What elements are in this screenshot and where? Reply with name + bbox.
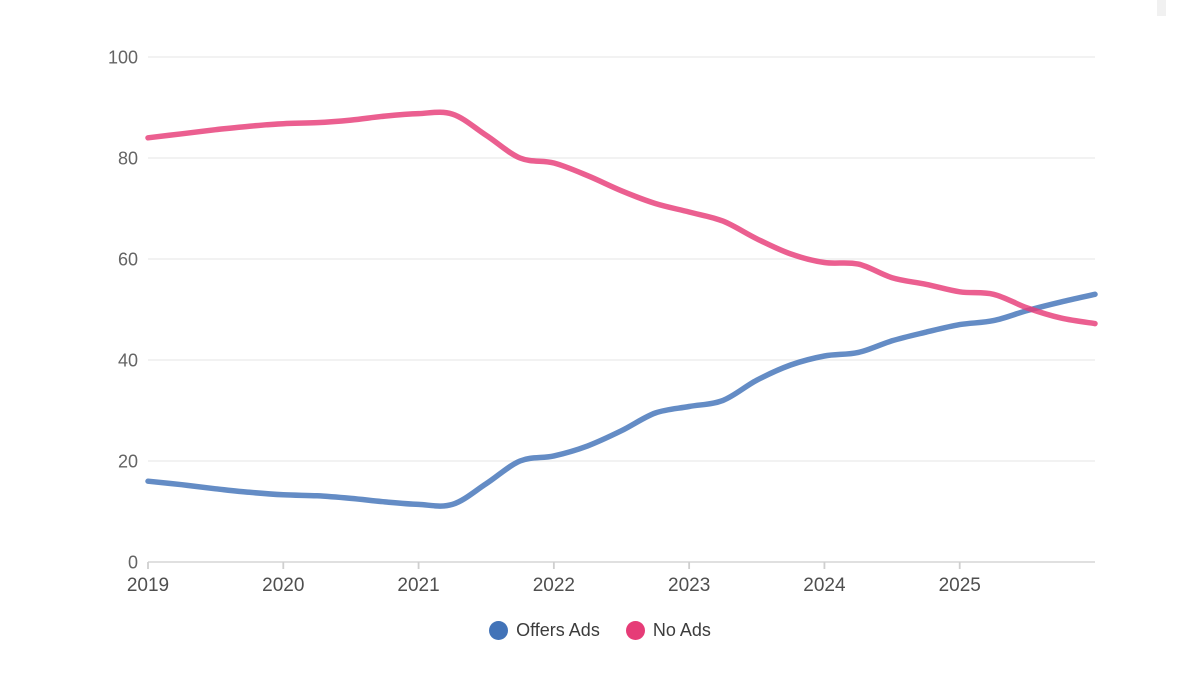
- x-axis-label: 2020: [262, 575, 304, 596]
- x-axis-label: 2024: [803, 575, 846, 596]
- legend-label-no-ads: No Ads: [652, 619, 711, 640]
- y-axis-label: 100: [108, 47, 138, 67]
- series-line-no-ads[interactable]: [145, 109, 1098, 327]
- screenshot-artifact: [1157, 0, 1166, 16]
- legend-item-offers-ads[interactable]: Offers Ads: [489, 620, 600, 641]
- x-axis-label: 2025: [939, 575, 981, 596]
- legend-item-no-ads[interactable]: No Ads: [625, 619, 711, 641]
- x-axis-label: 2023: [668, 575, 710, 596]
- line-chart[interactable]: 0 20 40 60 80 100 2019 2020 2021 2022 2023 2024 2025: [0, 0, 1200, 612]
- legend-swatch-no-ads-icon: [625, 620, 645, 640]
- y-axis-label: 60: [118, 249, 138, 269]
- y-axis-label: 40: [118, 350, 138, 370]
- y-axis-label: 80: [118, 148, 138, 168]
- legend-label-offers-ads: Offers Ads: [516, 619, 600, 640]
- y-axis-label: 20: [118, 451, 138, 471]
- x-axis-label: 2022: [533, 575, 575, 596]
- x-axis-label: 2021: [397, 575, 439, 596]
- series-line-offers-ads[interactable]: [145, 291, 1098, 509]
- x-axis-label: 2019: [127, 575, 169, 596]
- y-axis-label: 0: [128, 552, 138, 572]
- chart-legend: Offers Ads No Ads: [0, 612, 1200, 648]
- legend-swatch-offers-ads-icon: [489, 620, 509, 640]
